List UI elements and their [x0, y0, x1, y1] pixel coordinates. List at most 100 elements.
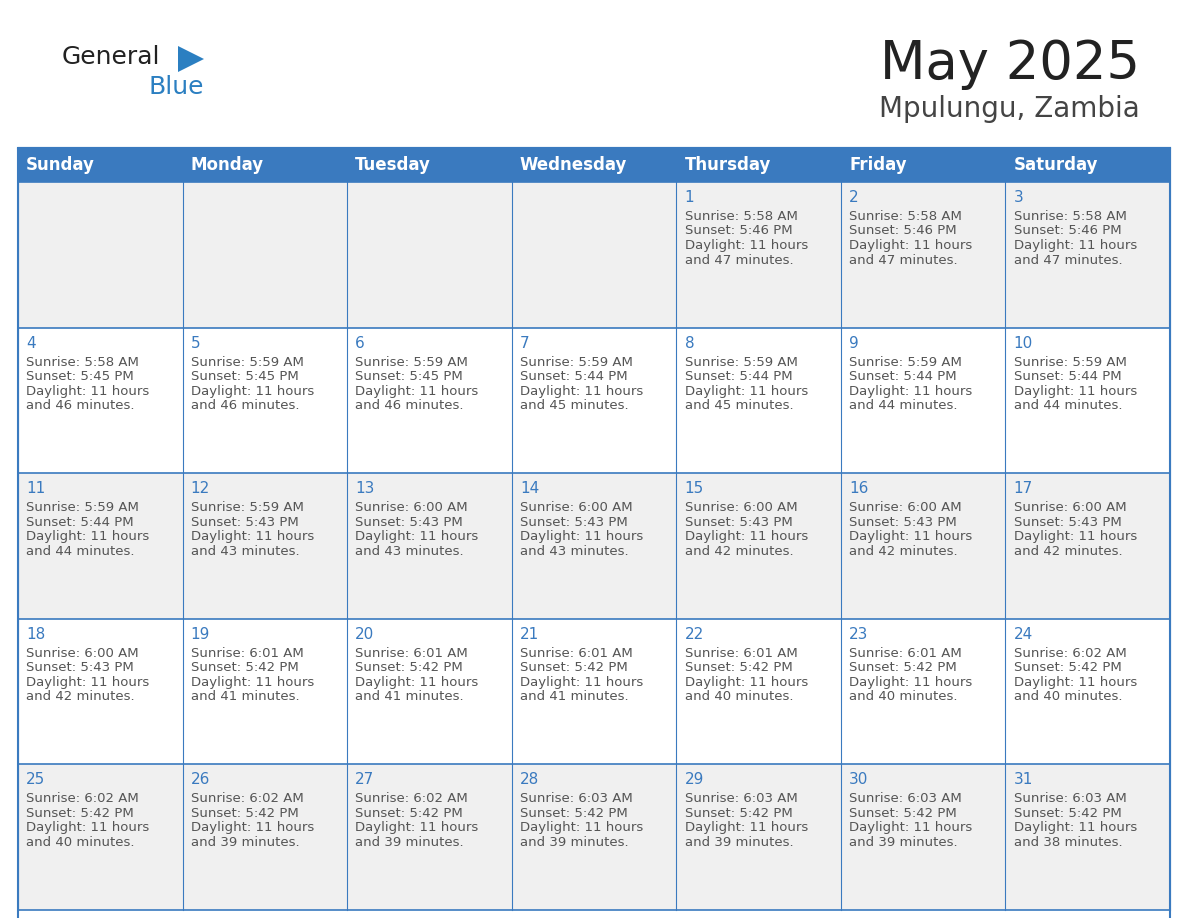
Text: Sunrise: 5:59 AM: Sunrise: 5:59 AM: [849, 355, 962, 369]
Text: Daylight: 11 hours: Daylight: 11 hours: [684, 239, 808, 252]
Text: and 47 minutes.: and 47 minutes.: [849, 253, 958, 266]
Text: and 39 minutes.: and 39 minutes.: [191, 836, 299, 849]
Text: and 39 minutes.: and 39 minutes.: [684, 836, 794, 849]
Text: and 47 minutes.: and 47 minutes.: [1013, 253, 1123, 266]
Text: Daylight: 11 hours: Daylight: 11 hours: [520, 531, 643, 543]
Text: 30: 30: [849, 772, 868, 788]
Text: Daylight: 11 hours: Daylight: 11 hours: [849, 676, 972, 688]
Text: Sunrise: 6:00 AM: Sunrise: 6:00 AM: [520, 501, 632, 514]
Text: 19: 19: [191, 627, 210, 642]
Text: Daylight: 11 hours: Daylight: 11 hours: [520, 822, 643, 834]
Text: Sunset: 5:43 PM: Sunset: 5:43 PM: [684, 516, 792, 529]
Text: Sunrise: 6:02 AM: Sunrise: 6:02 AM: [355, 792, 468, 805]
Text: Friday: Friday: [849, 156, 906, 174]
Text: Sunrise: 6:02 AM: Sunrise: 6:02 AM: [1013, 647, 1126, 660]
Text: Sunset: 5:42 PM: Sunset: 5:42 PM: [684, 661, 792, 675]
Text: and 44 minutes.: and 44 minutes.: [1013, 399, 1123, 412]
Text: Monday: Monday: [191, 156, 264, 174]
Text: Sunrise: 5:59 AM: Sunrise: 5:59 AM: [520, 355, 633, 369]
Text: 9: 9: [849, 336, 859, 351]
Text: Sunrise: 6:02 AM: Sunrise: 6:02 AM: [26, 792, 139, 805]
Text: Sunset: 5:42 PM: Sunset: 5:42 PM: [1013, 661, 1121, 675]
Text: 11: 11: [26, 481, 45, 497]
Text: and 39 minutes.: and 39 minutes.: [849, 836, 958, 849]
Text: Sunset: 5:46 PM: Sunset: 5:46 PM: [684, 225, 792, 238]
Text: and 40 minutes.: and 40 minutes.: [26, 836, 134, 849]
Text: and 40 minutes.: and 40 minutes.: [684, 690, 794, 703]
Text: Sunrise: 6:00 AM: Sunrise: 6:00 AM: [355, 501, 468, 514]
Text: and 42 minutes.: and 42 minutes.: [26, 690, 135, 703]
Text: 25: 25: [26, 772, 45, 788]
Text: 5: 5: [191, 336, 201, 351]
Text: Daylight: 11 hours: Daylight: 11 hours: [1013, 385, 1137, 397]
Text: Sunset: 5:43 PM: Sunset: 5:43 PM: [26, 661, 134, 675]
Text: 15: 15: [684, 481, 703, 497]
Text: Wednesday: Wednesday: [520, 156, 627, 174]
Text: 8: 8: [684, 336, 694, 351]
Text: Sunset: 5:46 PM: Sunset: 5:46 PM: [1013, 225, 1121, 238]
Text: Sunrise: 5:58 AM: Sunrise: 5:58 AM: [1013, 210, 1126, 223]
Text: 29: 29: [684, 772, 703, 788]
Text: and 42 minutes.: and 42 minutes.: [849, 544, 958, 558]
Text: Daylight: 11 hours: Daylight: 11 hours: [26, 531, 150, 543]
Text: and 43 minutes.: and 43 minutes.: [520, 544, 628, 558]
Text: Sunday: Sunday: [26, 156, 95, 174]
Text: 23: 23: [849, 627, 868, 642]
Text: Daylight: 11 hours: Daylight: 11 hours: [684, 531, 808, 543]
Text: and 40 minutes.: and 40 minutes.: [1013, 690, 1123, 703]
Text: 28: 28: [520, 772, 539, 788]
Text: May 2025: May 2025: [880, 38, 1140, 90]
Text: 17: 17: [1013, 481, 1032, 497]
Text: Sunrise: 5:59 AM: Sunrise: 5:59 AM: [355, 355, 468, 369]
Text: Daylight: 11 hours: Daylight: 11 hours: [849, 822, 972, 834]
Text: 7: 7: [520, 336, 530, 351]
Text: Sunrise: 6:01 AM: Sunrise: 6:01 AM: [191, 647, 304, 660]
Text: Daylight: 11 hours: Daylight: 11 hours: [1013, 822, 1137, 834]
Bar: [18, 619, 1170, 765]
Text: 3: 3: [1013, 190, 1023, 205]
Text: Daylight: 11 hours: Daylight: 11 hours: [849, 531, 972, 543]
Text: Sunset: 5:44 PM: Sunset: 5:44 PM: [520, 370, 627, 383]
Text: Daylight: 11 hours: Daylight: 11 hours: [355, 385, 479, 397]
Text: Sunrise: 6:00 AM: Sunrise: 6:00 AM: [849, 501, 962, 514]
Text: Blue: Blue: [148, 75, 204, 99]
Bar: [18, 148, 1170, 918]
Text: and 38 minutes.: and 38 minutes.: [1013, 836, 1123, 849]
Text: 1: 1: [684, 190, 694, 205]
Text: Daylight: 11 hours: Daylight: 11 hours: [191, 676, 314, 688]
Text: Sunrise: 6:02 AM: Sunrise: 6:02 AM: [191, 792, 304, 805]
Text: and 42 minutes.: and 42 minutes.: [1013, 544, 1123, 558]
Text: Sunset: 5:42 PM: Sunset: 5:42 PM: [355, 807, 463, 820]
Text: Sunset: 5:42 PM: Sunset: 5:42 PM: [849, 807, 956, 820]
Text: and 44 minutes.: and 44 minutes.: [849, 399, 958, 412]
Text: Sunset: 5:42 PM: Sunset: 5:42 PM: [520, 661, 627, 675]
Text: and 41 minutes.: and 41 minutes.: [355, 690, 465, 703]
Bar: [18, 473, 1170, 619]
Text: and 42 minutes.: and 42 minutes.: [684, 544, 794, 558]
Text: Tuesday: Tuesday: [355, 156, 431, 174]
Text: 14: 14: [520, 481, 539, 497]
Text: Sunset: 5:43 PM: Sunset: 5:43 PM: [355, 516, 463, 529]
Text: Sunrise: 6:03 AM: Sunrise: 6:03 AM: [520, 792, 633, 805]
Text: Sunset: 5:43 PM: Sunset: 5:43 PM: [520, 516, 627, 529]
Text: Sunrise: 5:58 AM: Sunrise: 5:58 AM: [26, 355, 139, 369]
Text: and 45 minutes.: and 45 minutes.: [684, 399, 794, 412]
Text: Daylight: 11 hours: Daylight: 11 hours: [1013, 239, 1137, 252]
Text: Sunrise: 6:03 AM: Sunrise: 6:03 AM: [1013, 792, 1126, 805]
Text: Sunset: 5:44 PM: Sunset: 5:44 PM: [26, 516, 134, 529]
Bar: [18, 148, 1170, 182]
Text: and 46 minutes.: and 46 minutes.: [26, 399, 134, 412]
Text: 27: 27: [355, 772, 374, 788]
Text: Sunrise: 5:58 AM: Sunrise: 5:58 AM: [684, 210, 797, 223]
Text: Sunset: 5:43 PM: Sunset: 5:43 PM: [849, 516, 956, 529]
Text: Sunset: 5:42 PM: Sunset: 5:42 PM: [191, 661, 298, 675]
Text: Sunset: 5:46 PM: Sunset: 5:46 PM: [849, 225, 956, 238]
Text: General: General: [62, 45, 160, 69]
Text: Sunset: 5:45 PM: Sunset: 5:45 PM: [191, 370, 298, 383]
Text: Mpulungu, Zambia: Mpulungu, Zambia: [879, 95, 1140, 123]
Text: Daylight: 11 hours: Daylight: 11 hours: [1013, 676, 1137, 688]
Text: Daylight: 11 hours: Daylight: 11 hours: [26, 385, 150, 397]
Text: 22: 22: [684, 627, 703, 642]
Text: Saturday: Saturday: [1013, 156, 1098, 174]
Text: and 39 minutes.: and 39 minutes.: [520, 836, 628, 849]
